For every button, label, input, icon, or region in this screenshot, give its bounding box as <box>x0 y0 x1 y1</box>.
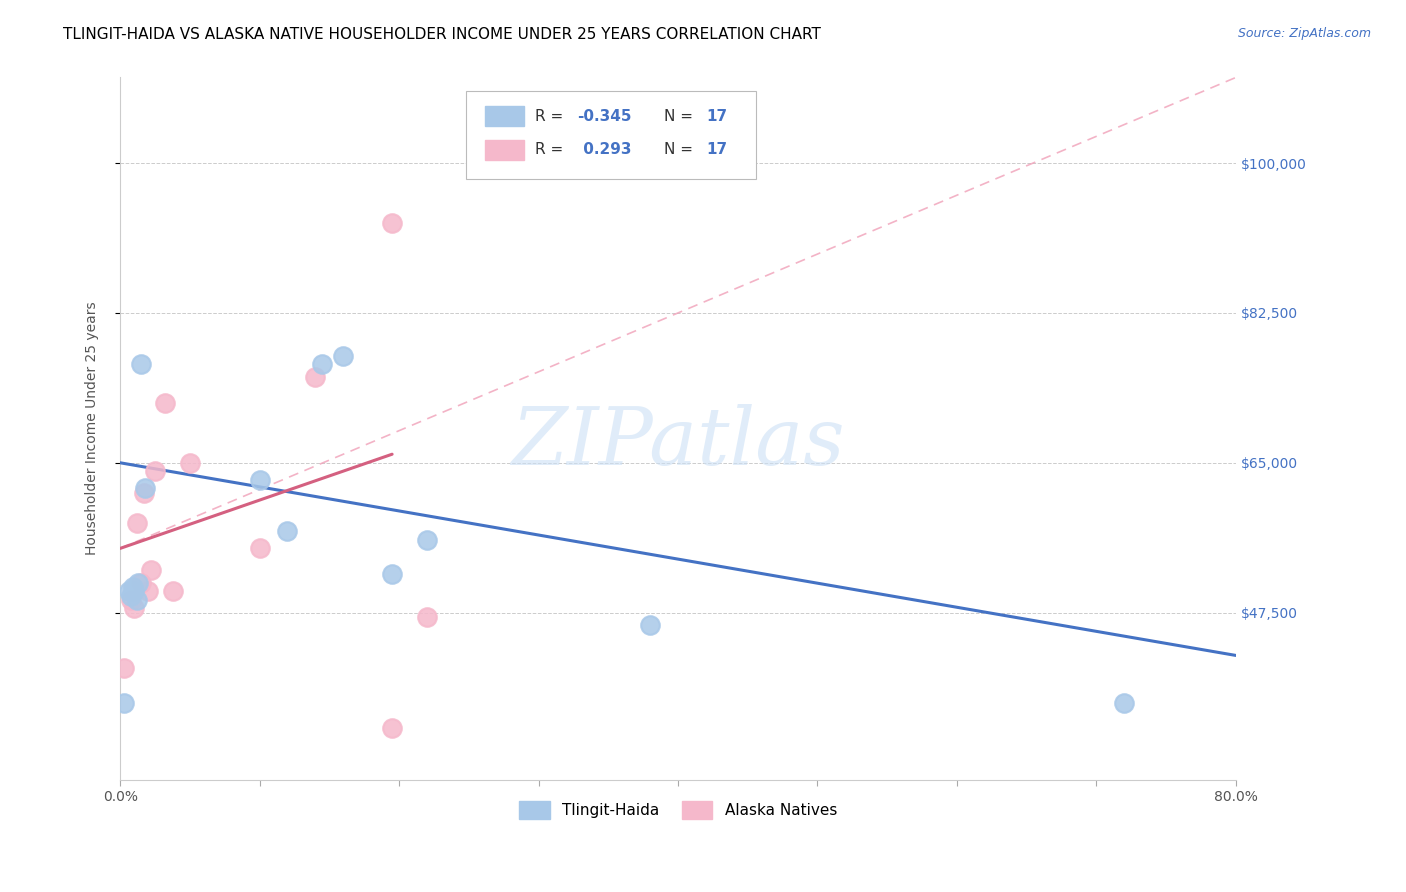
Point <box>381 721 404 735</box>
Point <box>122 584 145 599</box>
Point <box>120 592 142 607</box>
Point <box>249 473 271 487</box>
Text: N =: N = <box>664 142 697 157</box>
Text: ZIPatlas: ZIPatlas <box>512 404 845 482</box>
Point <box>120 589 142 603</box>
Point <box>179 456 201 470</box>
Text: N =: N = <box>664 109 697 124</box>
Point <box>638 618 661 632</box>
Text: 17: 17 <box>706 142 727 157</box>
Point <box>117 584 139 599</box>
Point <box>112 661 135 675</box>
Point <box>125 516 148 530</box>
Point <box>1114 696 1136 710</box>
Point <box>304 370 326 384</box>
Point <box>162 584 184 599</box>
Point <box>416 610 439 624</box>
Text: TLINGIT-HAIDA VS ALASKA NATIVE HOUSEHOLDER INCOME UNDER 25 YEARS CORRELATION CHA: TLINGIT-HAIDA VS ALASKA NATIVE HOUSEHOLD… <box>63 27 821 42</box>
Point <box>129 575 152 590</box>
Point <box>311 357 333 371</box>
Point <box>143 464 166 478</box>
Point <box>139 563 162 577</box>
Legend: Tlingit-Haida, Alaska Natives: Tlingit-Haida, Alaska Natives <box>513 795 844 824</box>
Text: 17: 17 <box>706 109 727 124</box>
Point <box>153 396 176 410</box>
Text: R =: R = <box>536 109 568 124</box>
Point <box>134 482 156 496</box>
Point <box>112 696 135 710</box>
Point <box>249 541 271 556</box>
Point <box>125 592 148 607</box>
Point <box>332 349 354 363</box>
FancyBboxPatch shape <box>465 92 756 179</box>
Point <box>129 357 152 371</box>
Point <box>132 485 155 500</box>
Text: Source: ZipAtlas.com: Source: ZipAtlas.com <box>1237 27 1371 40</box>
Text: 0.293: 0.293 <box>578 142 631 157</box>
Point <box>121 580 143 594</box>
Point <box>381 216 404 230</box>
Y-axis label: Householder Income Under 25 years: Householder Income Under 25 years <box>86 301 100 556</box>
Text: R =: R = <box>536 142 568 157</box>
Point <box>122 601 145 615</box>
Point <box>127 575 149 590</box>
Point <box>416 533 439 547</box>
Text: -0.345: -0.345 <box>578 109 633 124</box>
Bar <box>485 140 524 160</box>
Point <box>276 524 298 539</box>
Point <box>381 567 404 582</box>
Bar <box>485 106 524 126</box>
Point <box>136 584 159 599</box>
